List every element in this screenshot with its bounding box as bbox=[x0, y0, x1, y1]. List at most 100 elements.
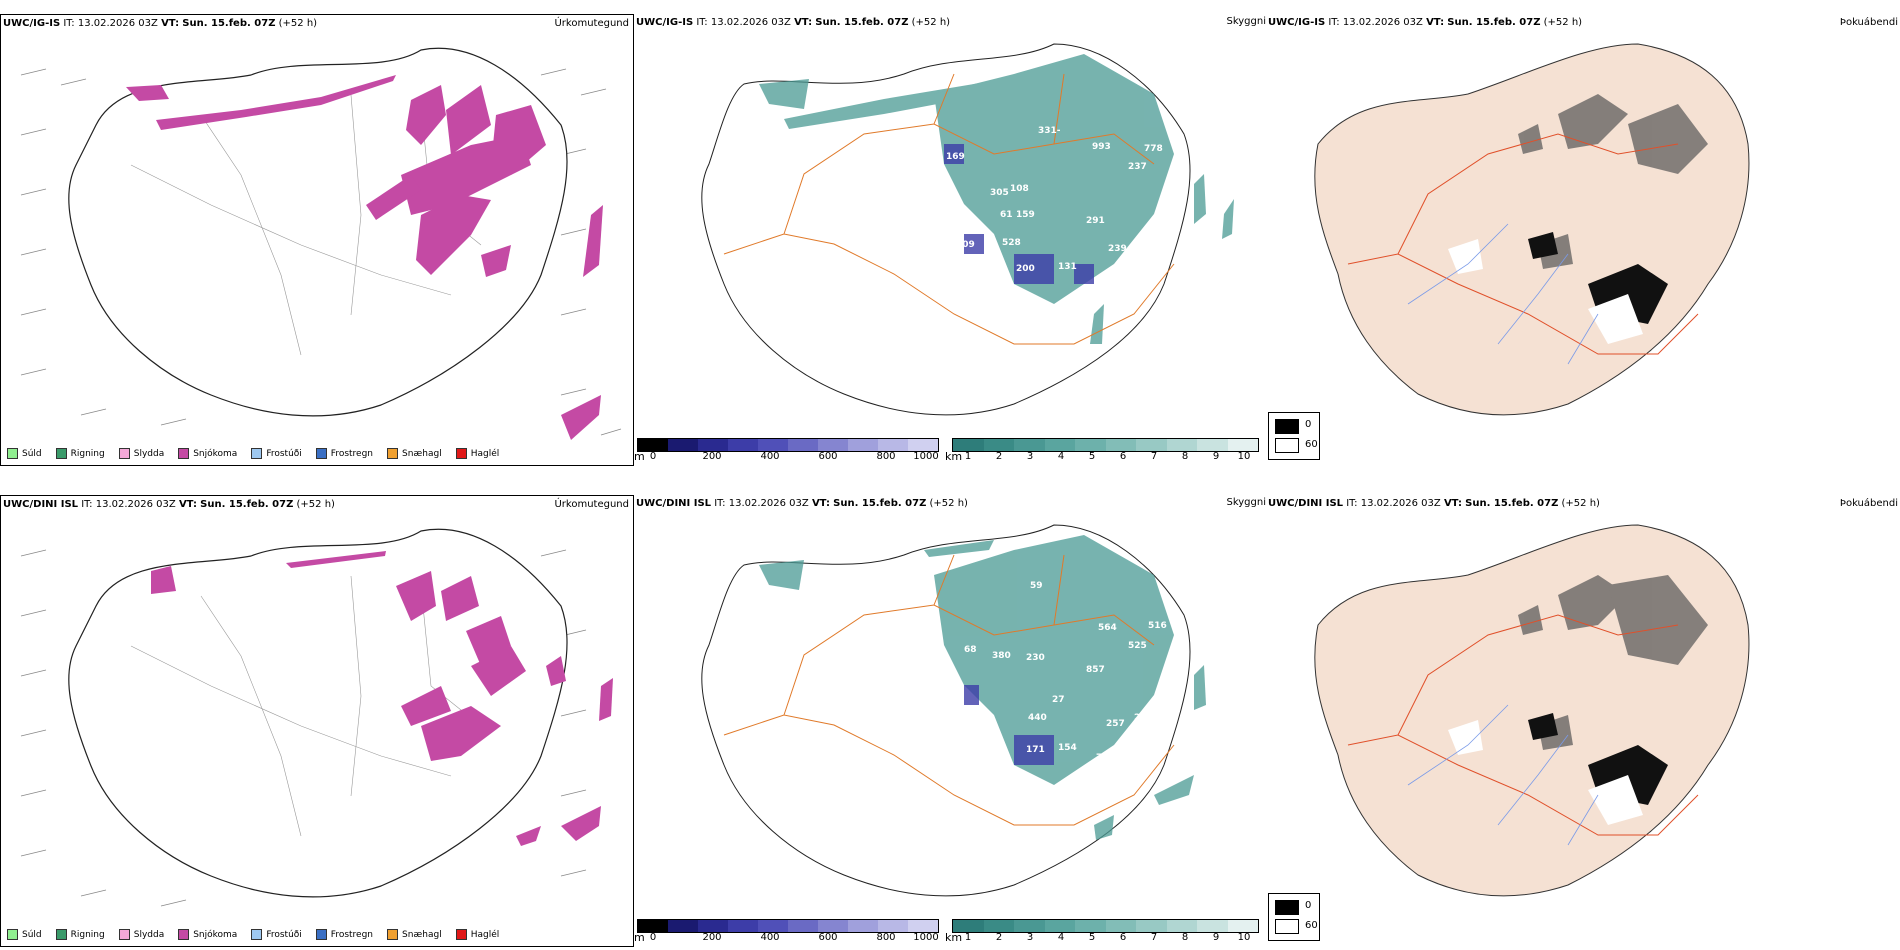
glaciers bbox=[1448, 239, 1643, 344]
height-label: 857 bbox=[1086, 665, 1105, 675]
precip-type-panel-row1: UWC/IG-IS IT: 13.02.2026 03Z VT: Sun. 15… bbox=[0, 14, 634, 466]
legend-item: Rigning bbox=[55, 929, 105, 940]
height-label: 159 bbox=[1016, 210, 1035, 220]
precip-type-panel-row2: UWC/DINI ISL IT: 13.02.2026 03Z VT: Sun.… bbox=[0, 495, 634, 947]
rivers bbox=[1407, 223, 1599, 365]
legend-item: Slydda bbox=[118, 448, 164, 459]
low-visibility-areas bbox=[759, 54, 1234, 344]
visibility-unit-row2: km bbox=[945, 931, 963, 944]
height-unit-row2: m bbox=[634, 931, 645, 944]
legend-item: Frostúði bbox=[251, 929, 302, 940]
row2-precip-title: UWC/DINI ISL IT: 13.02.2026 03Z VT: Sun.… bbox=[3, 499, 335, 510]
visibility-colorbar bbox=[952, 438, 1259, 452]
precip-map-row2 bbox=[20, 528, 613, 907]
height-label: 209 bbox=[956, 240, 975, 250]
legend-item: Súld bbox=[7, 448, 42, 459]
legend-item: Súld bbox=[7, 929, 42, 940]
height-label: 440 bbox=[1028, 713, 1047, 723]
height-label: 257 bbox=[1106, 719, 1125, 729]
height-label: 200 bbox=[1016, 264, 1035, 274]
row1-fog-title: UWC/IG-IS IT: 13.02.2026 03Z VT: Sun. 15… bbox=[1268, 17, 1583, 28]
height-label: 61 bbox=[1000, 210, 1013, 220]
legend-item: Slydda bbox=[118, 929, 164, 940]
fog-panel-row1: UWC/IG-IS IT: 13.02.2026 03Z VT: Sun. 15… bbox=[1268, 14, 1900, 466]
height-label: 161 bbox=[1116, 745, 1135, 755]
height-label: 778 bbox=[1144, 144, 1163, 154]
fog-map-row2 bbox=[1314, 524, 1750, 897]
height-label: 27 bbox=[1052, 695, 1065, 705]
legend-item: Snjókoma bbox=[178, 929, 237, 940]
height-label: 297 bbox=[1134, 713, 1153, 723]
legend-item: Snæhagl bbox=[387, 929, 442, 940]
visibility-colorbar-row2 bbox=[952, 919, 1259, 933]
legend-item: Frostregn bbox=[315, 448, 373, 459]
row1-vis-title: UWC/IG-IS IT: 13.02.2026 03Z VT: Sun. 15… bbox=[636, 17, 951, 28]
snow-areas-row2 bbox=[151, 551, 613, 846]
height-label: 59 bbox=[1030, 581, 1043, 591]
rivers-row2 bbox=[1407, 704, 1599, 846]
height-unit: m bbox=[634, 450, 645, 463]
legend-item: Frostregn bbox=[315, 929, 373, 940]
row2-vis-title: UWC/DINI ISL IT: 13.02.2026 03Z VT: Sun.… bbox=[636, 498, 968, 509]
precip-map-row1 bbox=[20, 47, 622, 440]
height-label: 291 bbox=[1086, 216, 1105, 226]
snow-areas bbox=[126, 75, 603, 440]
fog-legend-row1: 0 60 bbox=[1268, 412, 1320, 460]
fog-map-roads bbox=[1347, 133, 1699, 355]
height-colorbar-row2 bbox=[637, 919, 939, 933]
fog-panel-row2: UWC/DINI ISL IT: 13.02.2026 03Z VT: Sun.… bbox=[1268, 495, 1900, 947]
height-label: 68 bbox=[964, 645, 977, 655]
visibility-panel-row1: UWC/IG-IS IT: 13.02.2026 03Z VT: Sun. 15… bbox=[634, 14, 1268, 466]
low-visibility-areas-row2 bbox=[759, 535, 1206, 840]
height-label: 305 bbox=[990, 188, 1009, 198]
row1-precip-title: UWC/IG-IS IT: 13.02.2026 03Z VT: Sun. 15… bbox=[3, 18, 318, 29]
height-label: 239 bbox=[1108, 244, 1127, 254]
row2-fog-panel-title: Þokuábendi bbox=[1839, 498, 1898, 509]
visibility-ticks: 1 2 3 4 5 6 7 8 9 10 bbox=[964, 451, 1251, 462]
precip-legend-row1: Súld Rigning Slydda Snjókoma Frostúði Fr… bbox=[7, 448, 499, 459]
height-label: 230 bbox=[1026, 653, 1045, 663]
height-label: 528 bbox=[1002, 238, 1021, 248]
legend-item: Snjókoma bbox=[178, 448, 237, 459]
roads bbox=[723, 73, 1175, 345]
ceiling-areas-row2 bbox=[964, 685, 1054, 765]
height-label: 993 bbox=[1092, 142, 1111, 152]
row2-vis-panel-title: Skyggni bbox=[1226, 497, 1266, 508]
height-label: 331- bbox=[1038, 126, 1061, 136]
height-label: 237 bbox=[1128, 162, 1147, 172]
height-ticks: 0 200 400 600 800 1000 bbox=[649, 451, 939, 462]
glaciers-row2 bbox=[1448, 720, 1643, 825]
height-label: 188 bbox=[1116, 264, 1135, 274]
row2-precip-panel-title: Úrkomutegund bbox=[554, 499, 629, 510]
row1-precip-panel-title: Úrkomutegund bbox=[554, 18, 629, 29]
visibility-unit: km bbox=[945, 450, 963, 463]
fog-map-row1 bbox=[1314, 43, 1750, 416]
height-label: 227 bbox=[944, 250, 963, 260]
legend-item: Haglél bbox=[455, 929, 499, 940]
height-ticks-row2: 0 200 400 600 800 1000 bbox=[649, 932, 939, 943]
height-label: 154 bbox=[1058, 743, 1077, 753]
legend-item: Frostúði bbox=[251, 448, 302, 459]
height-label: 380 bbox=[992, 651, 1011, 661]
visibility-ticks-row2: 1 2 3 4 5 6 7 8 9 10 bbox=[964, 932, 1251, 943]
fog-map-roads-row2 bbox=[1347, 614, 1699, 836]
roads-row2 bbox=[723, 554, 1175, 826]
visibility-map-row2 bbox=[701, 524, 1206, 897]
height-label: 497 bbox=[1152, 695, 1171, 705]
height-label: 108 bbox=[1010, 184, 1029, 194]
fog-legend-row2: 0 60 bbox=[1268, 893, 1320, 941]
legend-item: Rigning bbox=[55, 448, 105, 459]
height-label: 131 bbox=[1058, 262, 1077, 272]
height-colorbar bbox=[637, 438, 939, 452]
height-label: 525 bbox=[1128, 641, 1147, 651]
legend-item: Haglél bbox=[455, 448, 499, 459]
row2-fog-title: UWC/DINI ISL IT: 13.02.2026 03Z VT: Sun.… bbox=[1268, 498, 1600, 509]
height-label: 171 bbox=[1026, 745, 1045, 755]
height-label: 564 bbox=[1098, 623, 1117, 633]
row1-vis-panel-title: Skyggni bbox=[1226, 16, 1266, 27]
row1-fog-panel-title: Þokuábendi bbox=[1839, 17, 1898, 28]
height-label: 197 bbox=[948, 721, 967, 731]
height-label: 169 bbox=[946, 152, 965, 162]
height-label: 734 bbox=[1096, 753, 1115, 763]
legend-item: Snæhagl bbox=[387, 448, 442, 459]
